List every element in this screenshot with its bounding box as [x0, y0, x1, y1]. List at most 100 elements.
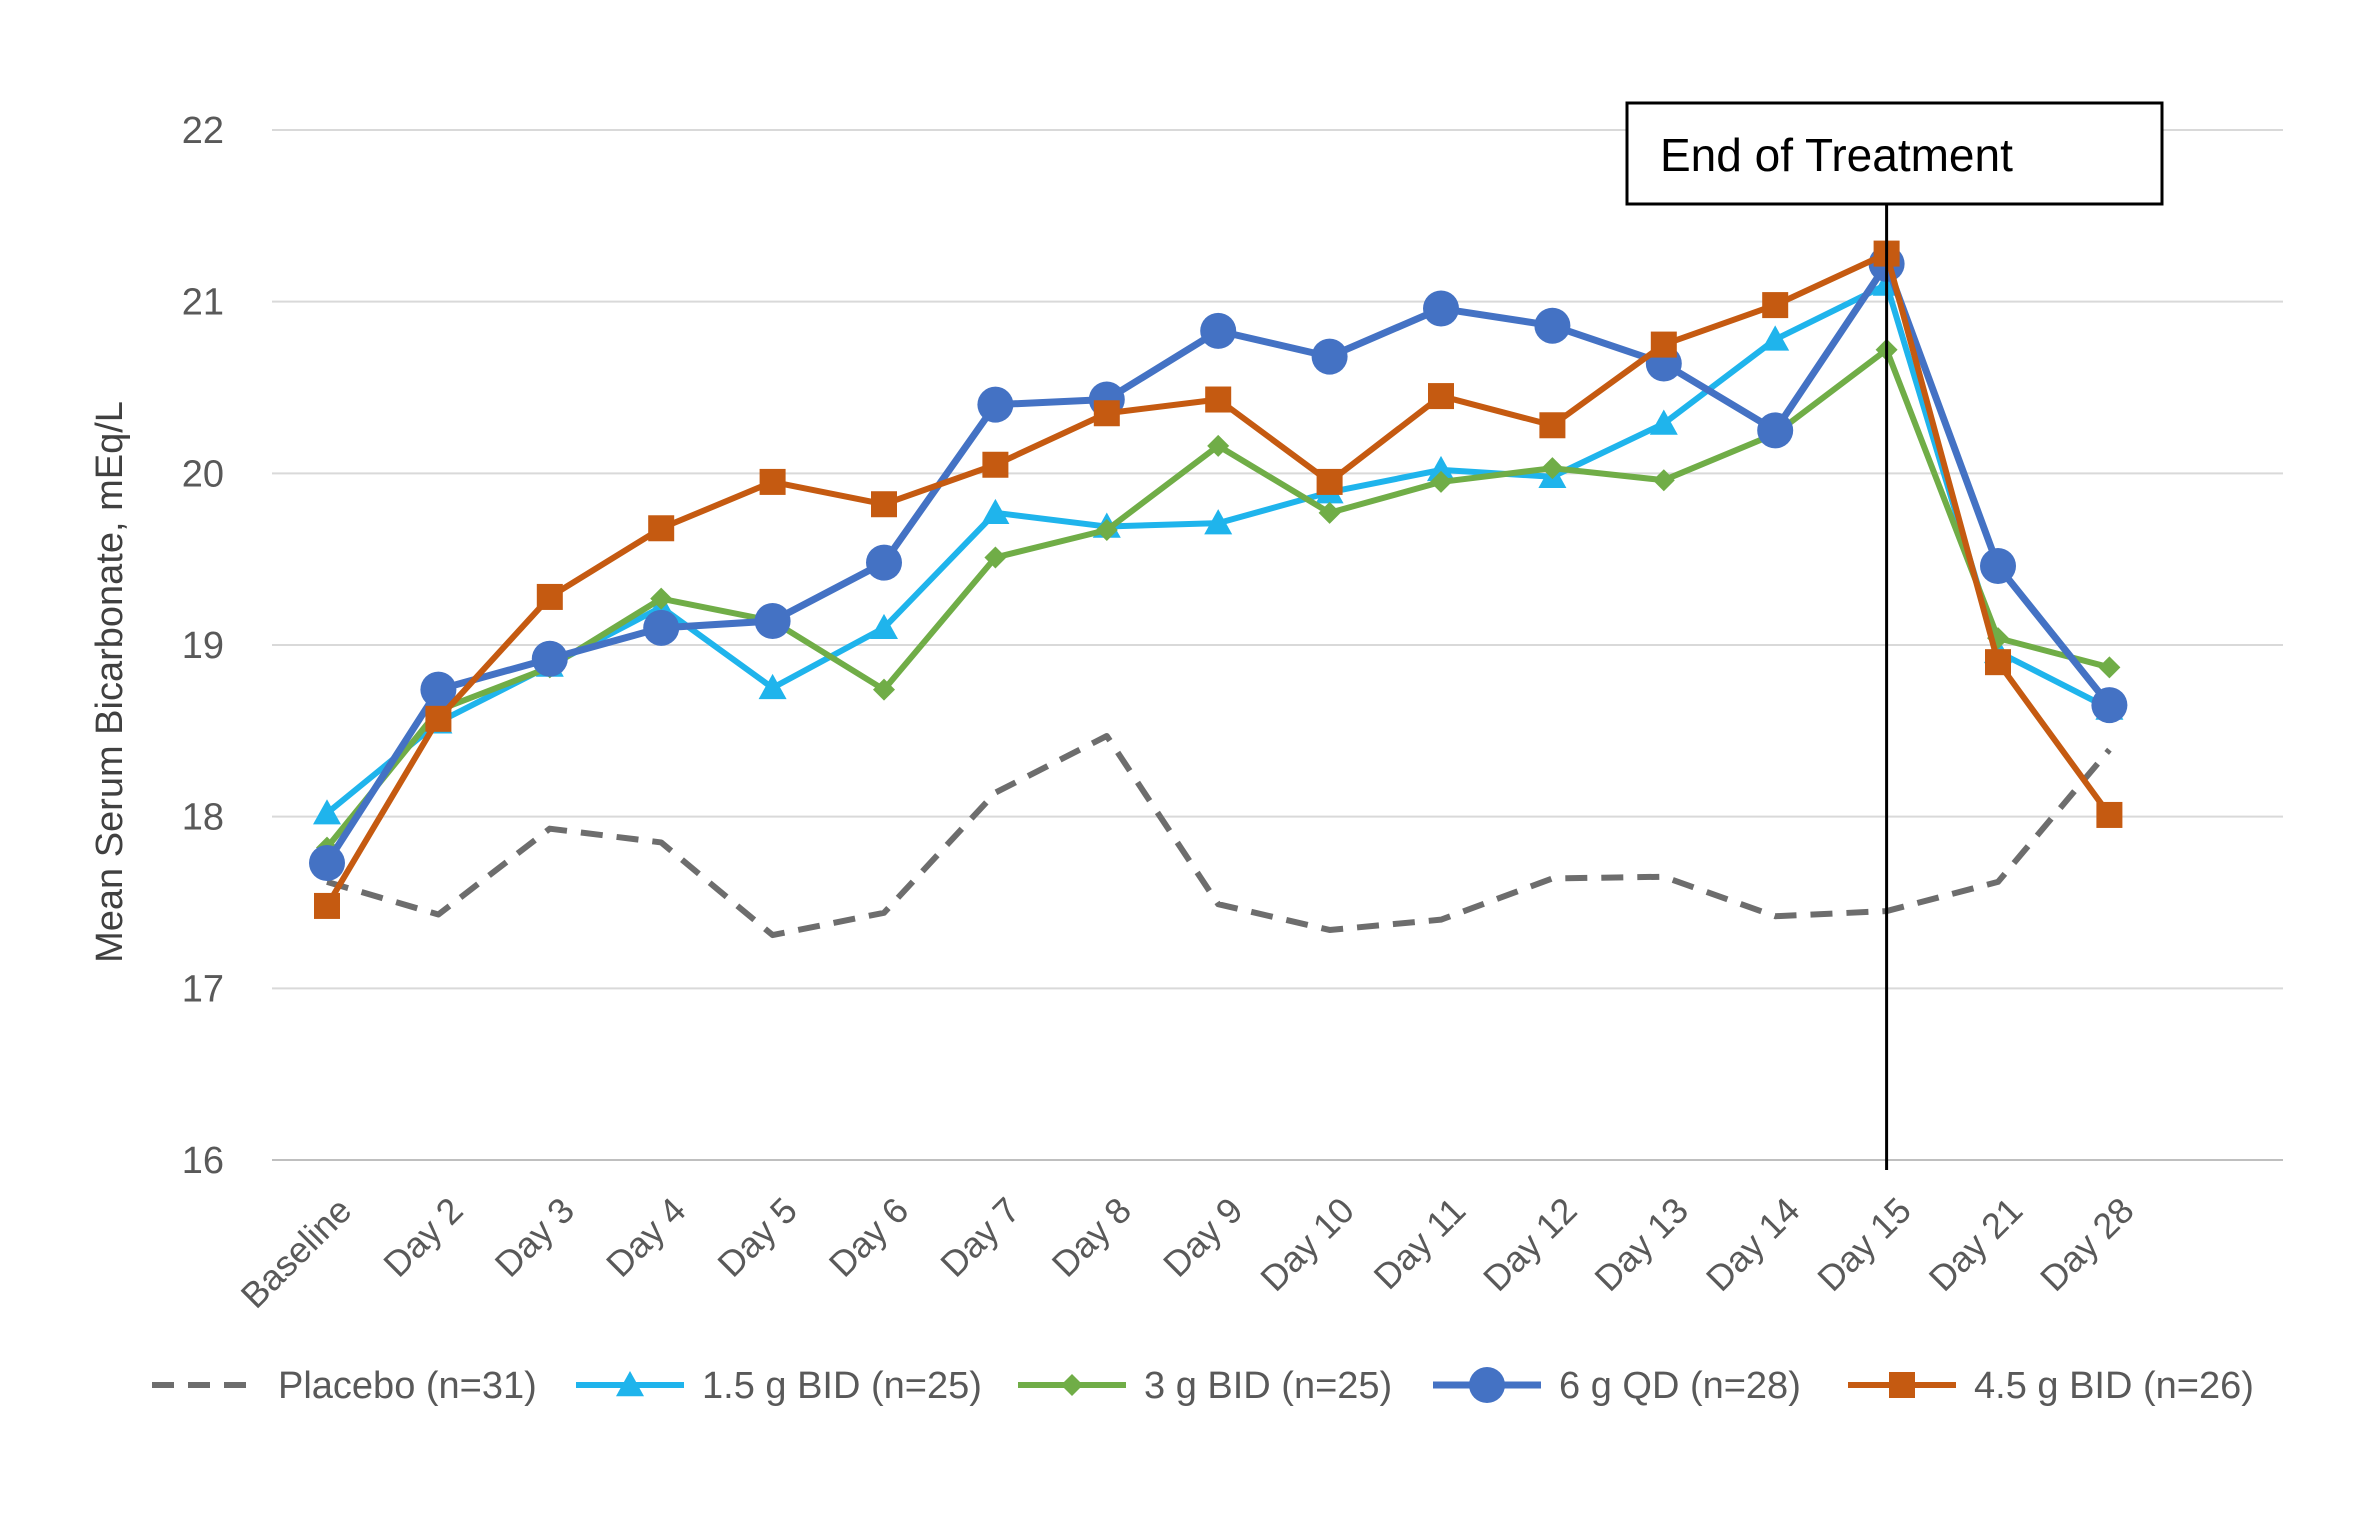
- y-tick-labels: 16 17 18 19 20 21 22: [182, 110, 224, 1182]
- data-point: [754, 602, 791, 639]
- y-tick-label-21: 21: [182, 282, 224, 324]
- series-line: [324, 346, 2111, 850]
- data-point: [643, 609, 680, 646]
- x-tick-label: Day 11: [1366, 1189, 1474, 1297]
- data-point: [873, 678, 895, 701]
- legend-item-0: Placebo (n=31): [152, 1365, 537, 1407]
- x-tick-label: Day 28: [2032, 1189, 2142, 1299]
- x-tick-label: Day 14: [1698, 1189, 1808, 1299]
- x-tick-label: Day 13: [1586, 1189, 1696, 1299]
- data-point: [1205, 386, 1232, 413]
- y-tick-label-20: 20: [182, 453, 224, 495]
- data-point: [1316, 468, 1343, 495]
- data-point: [977, 386, 1014, 423]
- data-point: [1430, 470, 1452, 493]
- legend: Placebo (n=31) 1.5 g BID (n=25) 3 g BID (n…: [152, 1365, 2254, 1407]
- data-point: [866, 544, 902, 581]
- data-point: [1428, 383, 1454, 410]
- data-point: [982, 451, 1009, 478]
- x-tick-label: Baseline: [233, 1189, 360, 1316]
- legend-item-1: 1.5 g BID (n=25): [576, 1365, 982, 1407]
- data-point: [1980, 548, 2016, 585]
- x-tick-label: Day 9: [1155, 1189, 1250, 1284]
- legend-marker: [1889, 1372, 1915, 1398]
- data-point: [870, 613, 898, 640]
- data-point: [1985, 649, 2011, 676]
- y-tick-label-19: 19: [182, 625, 224, 667]
- data-point: [648, 515, 675, 542]
- data-point: [313, 799, 341, 825]
- series-line: [326, 732, 2112, 939]
- gridlines: [272, 129, 2283, 990]
- data-point: [1427, 455, 1455, 482]
- x-tick-label: Day 12: [1475, 1189, 1585, 1299]
- data-point: [1318, 501, 1341, 524]
- series-1: [313, 270, 2124, 825]
- data-point: [650, 587, 673, 610]
- data-point: [1761, 325, 1790, 351]
- data-point: [1093, 400, 1120, 427]
- x-tick-label: Day 6: [821, 1189, 916, 1284]
- series-3: [309, 245, 2128, 882]
- data-point: [536, 583, 563, 610]
- data-point: [1649, 409, 1678, 435]
- legend-item-3: 6 g QD (n=28): [1433, 1365, 1801, 1407]
- y-tick-label-22: 22: [182, 110, 224, 152]
- data-point: [314, 892, 340, 919]
- x-tick-label: Day 8: [1044, 1189, 1139, 1284]
- legend-item-4: 4.5 g BID (n=26): [1848, 1365, 2254, 1407]
- data-point: [1650, 331, 1677, 358]
- legend-label: 6 g QD (n=28): [1559, 1365, 1801, 1407]
- y-tick-label-17: 17: [182, 968, 224, 1010]
- data-point: [1757, 412, 1794, 449]
- series-line: [324, 260, 2113, 865]
- data-point: [1539, 412, 1566, 439]
- data-point: [1423, 290, 1459, 327]
- data-point: [871, 491, 897, 518]
- x-tick-label: Day 5: [709, 1189, 804, 1284]
- x-tick-label: Day 7: [932, 1189, 1027, 1284]
- end-of-treatment-annotation: End of Treatment: [1625, 101, 2164, 1170]
- data-point: [1534, 307, 1571, 344]
- data-point: [1311, 338, 1348, 375]
- data-point: [984, 546, 1007, 569]
- y-tick-label-18: 18: [182, 797, 224, 839]
- x-tick-labels: Baseline Day 2 Day 3 Day 4 Day 5 Day 6 Day 7 Da…: [233, 1189, 2142, 1316]
- data-point: [759, 468, 786, 495]
- data-point: [1095, 518, 1118, 541]
- data-point: [1207, 434, 1230, 457]
- data-point: [425, 705, 452, 732]
- data-point: [1204, 509, 1233, 535]
- series-line: [325, 281, 2111, 816]
- legend-marker: [616, 1371, 644, 1397]
- series: [309, 240, 2128, 939]
- data-point: [1200, 312, 1237, 349]
- data-point: [2091, 687, 2128, 724]
- data-point: [1762, 292, 1789, 319]
- data-point: [1652, 469, 1675, 492]
- y-tick-label-16: 16: [182, 1140, 224, 1182]
- legend-item-2: 3 g BID (n=25): [1018, 1365, 1392, 1407]
- data-point: [981, 498, 1010, 525]
- y-axis-label: Mean Serum Bicarbonate, mEq/L: [89, 401, 131, 963]
- legend-label: 1.5 g BID (n=25): [702, 1365, 982, 1407]
- x-tick-label: Day 2: [375, 1189, 470, 1284]
- x-tick-label: Day 21: [1921, 1189, 2031, 1299]
- legend-marker: [1061, 1374, 1083, 1396]
- series-4: [314, 240, 2123, 919]
- data-point: [758, 673, 787, 700]
- end-of-treatment-label: End of Treatment: [1660, 129, 2013, 181]
- legend-label: Placebo (n=31): [278, 1365, 537, 1407]
- data-point: [531, 640, 568, 677]
- x-tick-label: Day 15: [1809, 1189, 1919, 1299]
- series-2: [316, 338, 2121, 859]
- data-point: [2096, 801, 2123, 828]
- legend-label: 4.5 g BID (n=26): [1974, 1365, 2254, 1407]
- legend-label: 3 g BID (n=25): [1144, 1365, 1392, 1407]
- legend-marker: [1469, 1367, 1505, 1403]
- data-point: [1541, 457, 1564, 480]
- x-tick-label: Day 10: [1252, 1189, 1362, 1299]
- data-point: [420, 671, 457, 708]
